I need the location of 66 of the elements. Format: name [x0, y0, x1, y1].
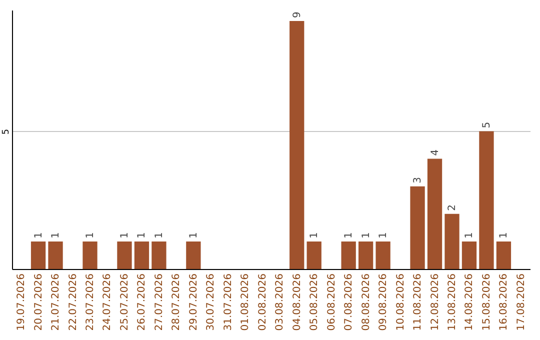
x-tick-label: 12.08.2026: [430, 274, 441, 331]
x-tick-label: 25.07.2026: [119, 274, 130, 331]
x-tick-label: 14.08.2026: [464, 274, 476, 331]
bar: [82, 241, 98, 269]
x-tick-label: 07.08.2026: [344, 274, 355, 331]
data-label: 1: [498, 232, 510, 238]
data-label: 1: [119, 232, 130, 238]
x-tick-label: 27.07.2026: [154, 274, 165, 331]
x-tick-label: 21.07.2026: [50, 274, 62, 331]
x-tick-label: 03.08.2026: [274, 274, 286, 331]
data-label: 4: [430, 149, 441, 156]
x-tick-label: 17.08.2026: [516, 274, 527, 331]
x-tick-label: 24.07.2026: [102, 274, 114, 331]
data-label: 1: [188, 232, 200, 238]
data-label: 3: [412, 176, 424, 184]
x-tick-label: 01.08.2026: [240, 274, 252, 331]
bar: [117, 241, 132, 269]
bar: [496, 241, 512, 269]
bar: [290, 21, 304, 269]
x-tick-label: 13.08.2026: [447, 274, 458, 331]
bar: [358, 241, 374, 269]
data-label: 1: [378, 232, 390, 238]
x-tick-label: 19.07.2026: [16, 274, 28, 331]
data-label: 1: [85, 232, 96, 238]
bar: [444, 214, 460, 269]
x-tick-label: 11.08.2026: [412, 274, 424, 331]
data-label: 2: [447, 204, 458, 211]
bar: [376, 241, 390, 269]
bar: [134, 241, 150, 269]
x-tick-label: 30.07.2026: [206, 274, 217, 331]
data-label: 1: [360, 232, 372, 238]
x-tick-label: 16.08.2026: [498, 274, 510, 331]
x-tick-label: 05.08.2026: [309, 274, 320, 331]
data-label: 1: [33, 232, 44, 238]
x-tick-label: 10.08.2026: [395, 274, 406, 331]
bar: [152, 241, 166, 269]
bar: [48, 241, 63, 269]
x-tick-label: 31.07.2026: [222, 274, 234, 331]
x-tick-label: 15.08.2026: [481, 274, 492, 331]
x-tick-label: 23.07.2026: [85, 274, 96, 331]
data-label: 1: [50, 232, 62, 238]
x-tick-label: 29.07.2026: [188, 274, 200, 331]
data-label: 1: [309, 232, 320, 238]
bar: [30, 241, 46, 269]
bar: [410, 186, 425, 269]
data-label: 1: [136, 232, 148, 238]
bar: [427, 158, 442, 269]
x-tick-label: 06.08.2026: [326, 274, 338, 331]
data-label: 5: [481, 122, 492, 128]
bar: [479, 131, 494, 269]
x-tick-label: 04.08.2026: [292, 274, 303, 331]
x-tick-label: 28.07.2026: [171, 274, 182, 331]
x-tick-label: 02.08.2026: [257, 274, 268, 331]
bar: [341, 241, 356, 269]
x-tick-label: 08.08.2026: [360, 274, 372, 331]
data-label: 1: [344, 232, 355, 238]
bar: [462, 241, 477, 269]
data-label: 9: [292, 12, 303, 18]
x-tick-label: 20.07.2026: [33, 274, 44, 331]
bar: [306, 241, 322, 269]
data-label: 1: [154, 232, 165, 238]
x-tick-label: 09.08.2026: [378, 274, 390, 331]
bar: [186, 241, 201, 269]
x-tick-label: 26.07.2026: [136, 274, 148, 331]
x-tick-label: 22.07.2026: [68, 274, 79, 331]
data-label: 1: [464, 232, 476, 238]
